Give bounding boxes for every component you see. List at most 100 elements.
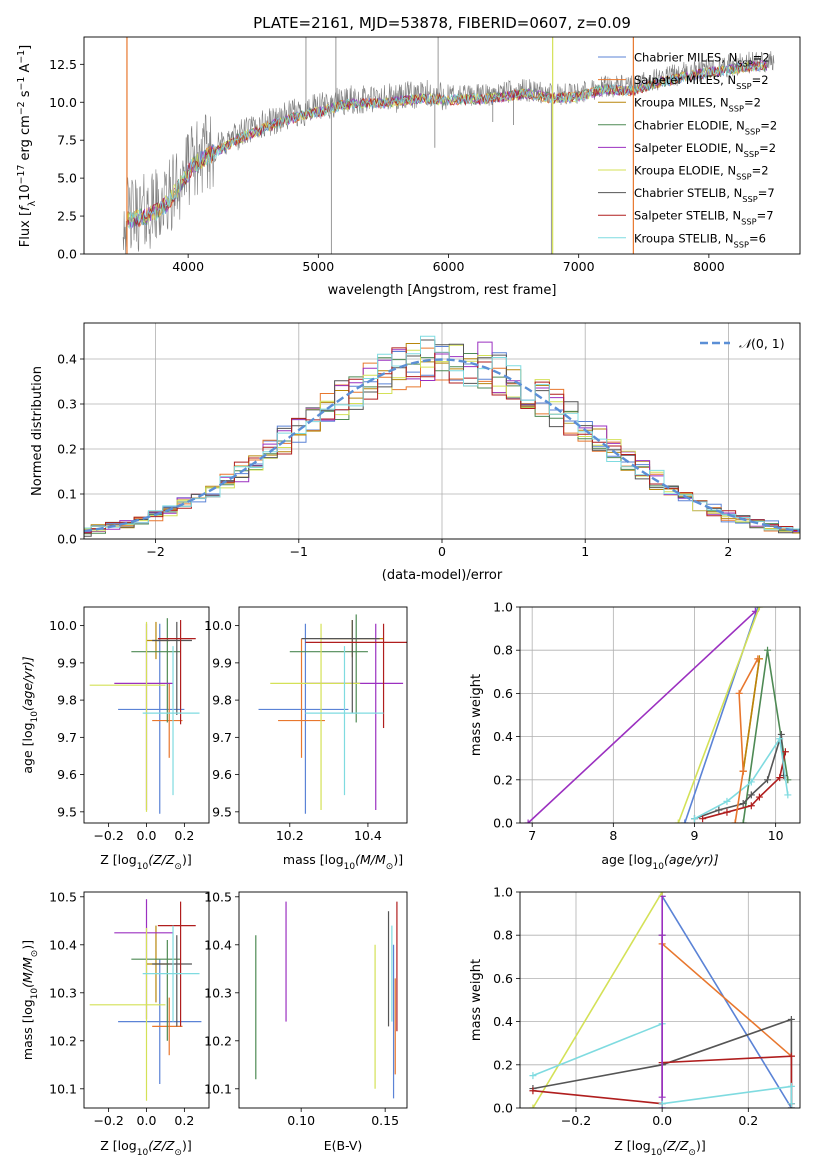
x-tick-label: 0 bbox=[438, 544, 446, 559]
y-axis-label-part: A bbox=[18, 64, 33, 77]
weight-marker bbox=[777, 730, 785, 738]
y-tick-label: 5.0 bbox=[57, 171, 77, 186]
weight-marker bbox=[776, 735, 784, 743]
ticks: −0.2 0.0 0.2 0.0 0.2 0.4 0.6 0.8 1.0 bbox=[493, 885, 758, 1129]
y-tick-label: 0.4 bbox=[57, 352, 77, 367]
y-tick-label: 10.1 bbox=[204, 1081, 232, 1096]
legend-label-part: Kroupa ELODIE, N bbox=[634, 164, 736, 178]
x-axis-label-part: ⊙ bbox=[688, 1148, 696, 1158]
weight-line bbox=[742, 658, 761, 772]
x-axis-label-part: )] bbox=[696, 1138, 706, 1153]
legend-label-part: SSP bbox=[741, 217, 756, 227]
y-tick-label: 9.8 bbox=[57, 693, 77, 708]
x-tick-label: 0.0 bbox=[652, 1113, 672, 1128]
x-axis-label-part: mass [log bbox=[283, 852, 344, 867]
x-axis-label: (data-model)/error bbox=[382, 568, 503, 583]
x-tick-label: 0.2 bbox=[738, 1113, 758, 1128]
legend-label-part: Chabrier ELODIE, N bbox=[634, 118, 745, 132]
legend-label: Chabrier MILES, NSSP=2 bbox=[634, 51, 770, 69]
weight-marker bbox=[776, 774, 784, 782]
x-axis-label: mass [log10(M/M⊙)] bbox=[283, 852, 403, 872]
legend-label-part: SSP bbox=[736, 172, 751, 182]
x-tick-label: 10 bbox=[768, 828, 784, 843]
weight-line bbox=[661, 943, 792, 1057]
legend-label-part: SSP bbox=[736, 81, 751, 91]
weight-marker bbox=[529, 1072, 537, 1080]
legend-label: Chabrier STELIB, NSSP=7 bbox=[634, 186, 775, 204]
x-tick-label: −0.2 bbox=[93, 1113, 123, 1128]
legend-label-part: =7 bbox=[758, 186, 775, 200]
weight-marker bbox=[764, 646, 772, 654]
y-axis-label-part: erg cm bbox=[18, 115, 33, 164]
x-tick-label: −0.2 bbox=[93, 828, 123, 843]
y-axis-label-part: age [log bbox=[20, 722, 35, 773]
axes-frame bbox=[83, 606, 210, 824]
weight-marker bbox=[529, 1087, 537, 1095]
x-tick-label: 10.4 bbox=[354, 828, 382, 843]
legend-label: Chabrier ELODIE, NSSP=2 bbox=[634, 118, 777, 136]
ticks: 4000 5000 6000 7000 8000 0.0 2.5 5.0 7.5 10.0 12.5 bbox=[49, 57, 725, 274]
plot-area bbox=[122, 37, 775, 254]
legend-label-part: (0, 1) bbox=[751, 336, 785, 351]
weight-marker bbox=[787, 1082, 795, 1090]
weight-marker bbox=[658, 1093, 666, 1101]
y-tick-label: 10.0 bbox=[204, 618, 232, 633]
axes-frame bbox=[519, 891, 801, 1109]
legend-label-part: SSP bbox=[745, 126, 760, 136]
x-axis-label-part: )] bbox=[393, 852, 403, 867]
weight-line bbox=[702, 751, 787, 820]
ticks: 10.2 10.4 9.5 9.6 9.7 9.8 9.9 10.0 bbox=[204, 618, 382, 843]
weight-marker bbox=[681, 819, 689, 823]
y-tick-label: 9.5 bbox=[57, 804, 77, 819]
x-tick-label: 7000 bbox=[563, 259, 595, 274]
y-axis-label-part: ⊙ bbox=[30, 950, 40, 958]
legend-label-part: =2 bbox=[760, 118, 777, 132]
x-axis-label-part: Z [log bbox=[100, 852, 136, 867]
plot-area bbox=[524, 607, 792, 823]
ticks: 0.10 0.15 10.1 10.2 10.3 10.4 10.5 bbox=[204, 889, 399, 1128]
y-tick-label: 9.7 bbox=[57, 730, 77, 745]
axes-frame bbox=[519, 606, 801, 824]
y-tick-label: 0.8 bbox=[493, 928, 513, 943]
y-tick-label: 1.0 bbox=[493, 600, 513, 615]
weight-marker bbox=[715, 806, 723, 814]
x-axis-label-part: (Z/Z bbox=[148, 1138, 175, 1153]
y-tick-label: 0.8 bbox=[493, 643, 513, 658]
y-tick-label: 9.8 bbox=[212, 693, 232, 708]
axes-frame bbox=[238, 891, 408, 1109]
x-tick-label: 10.2 bbox=[276, 828, 304, 843]
legend-label: Kroupa STELIB, NSSP=6 bbox=[634, 231, 766, 249]
x-axis-label-part: ⊙ bbox=[386, 862, 394, 872]
plot-area bbox=[89, 618, 200, 814]
y-axis-label-part: 10 bbox=[30, 711, 40, 723]
y-tick-label: 10.0 bbox=[49, 618, 77, 633]
legend-label: Kroupa MILES, NSSP=2 bbox=[634, 96, 761, 114]
weight-marker bbox=[524, 819, 532, 823]
y-tick-label: 9.5 bbox=[212, 804, 232, 819]
y-tick-label: 10.4 bbox=[204, 937, 232, 952]
model-spectrum bbox=[126, 59, 767, 230]
mass-weight-vs-age-axes: 7 8 9 10 0.0 0.2 0.4 0.6 0.8 1.0 bbox=[493, 600, 801, 843]
legend-label-part: SSP bbox=[742, 194, 757, 204]
x-tick-label: 0.2 bbox=[174, 828, 194, 843]
x-axis-label: wavelength [Angstrom, rest frame] bbox=[328, 283, 557, 298]
y-tick-label: 9.9 bbox=[212, 655, 232, 670]
y-axis-label-part: s bbox=[18, 90, 33, 101]
y-tick-label: 0.4 bbox=[493, 729, 513, 744]
legend-label-part: =2 bbox=[744, 96, 761, 110]
legend-label-part: SSP bbox=[744, 149, 759, 159]
weight-marker bbox=[674, 819, 682, 823]
axes-frame bbox=[83, 891, 210, 1109]
y-tick-label: 10.2 bbox=[49, 1033, 77, 1048]
weight-marker bbox=[755, 607, 763, 611]
y-tick-label: 9.9 bbox=[57, 655, 77, 670]
legend-label-part: =6 bbox=[749, 231, 766, 245]
y-tick-label: 0.0 bbox=[57, 247, 77, 262]
y-axis-label-part: −2 bbox=[16, 101, 27, 115]
x-tick-label: 6000 bbox=[433, 259, 465, 274]
residual-histogram-axes: −2 −1 0 1 2 0.0 0.1 0.2 0.3 0.4 bbox=[57, 322, 801, 559]
x-axis-label: E(B-V) bbox=[324, 1138, 363, 1153]
legend-label: Salpeter MILES, NSSP=2 bbox=[634, 73, 769, 91]
x-axis-label-part: )] bbox=[182, 852, 192, 867]
y-tick-label: 0.2 bbox=[57, 442, 77, 457]
